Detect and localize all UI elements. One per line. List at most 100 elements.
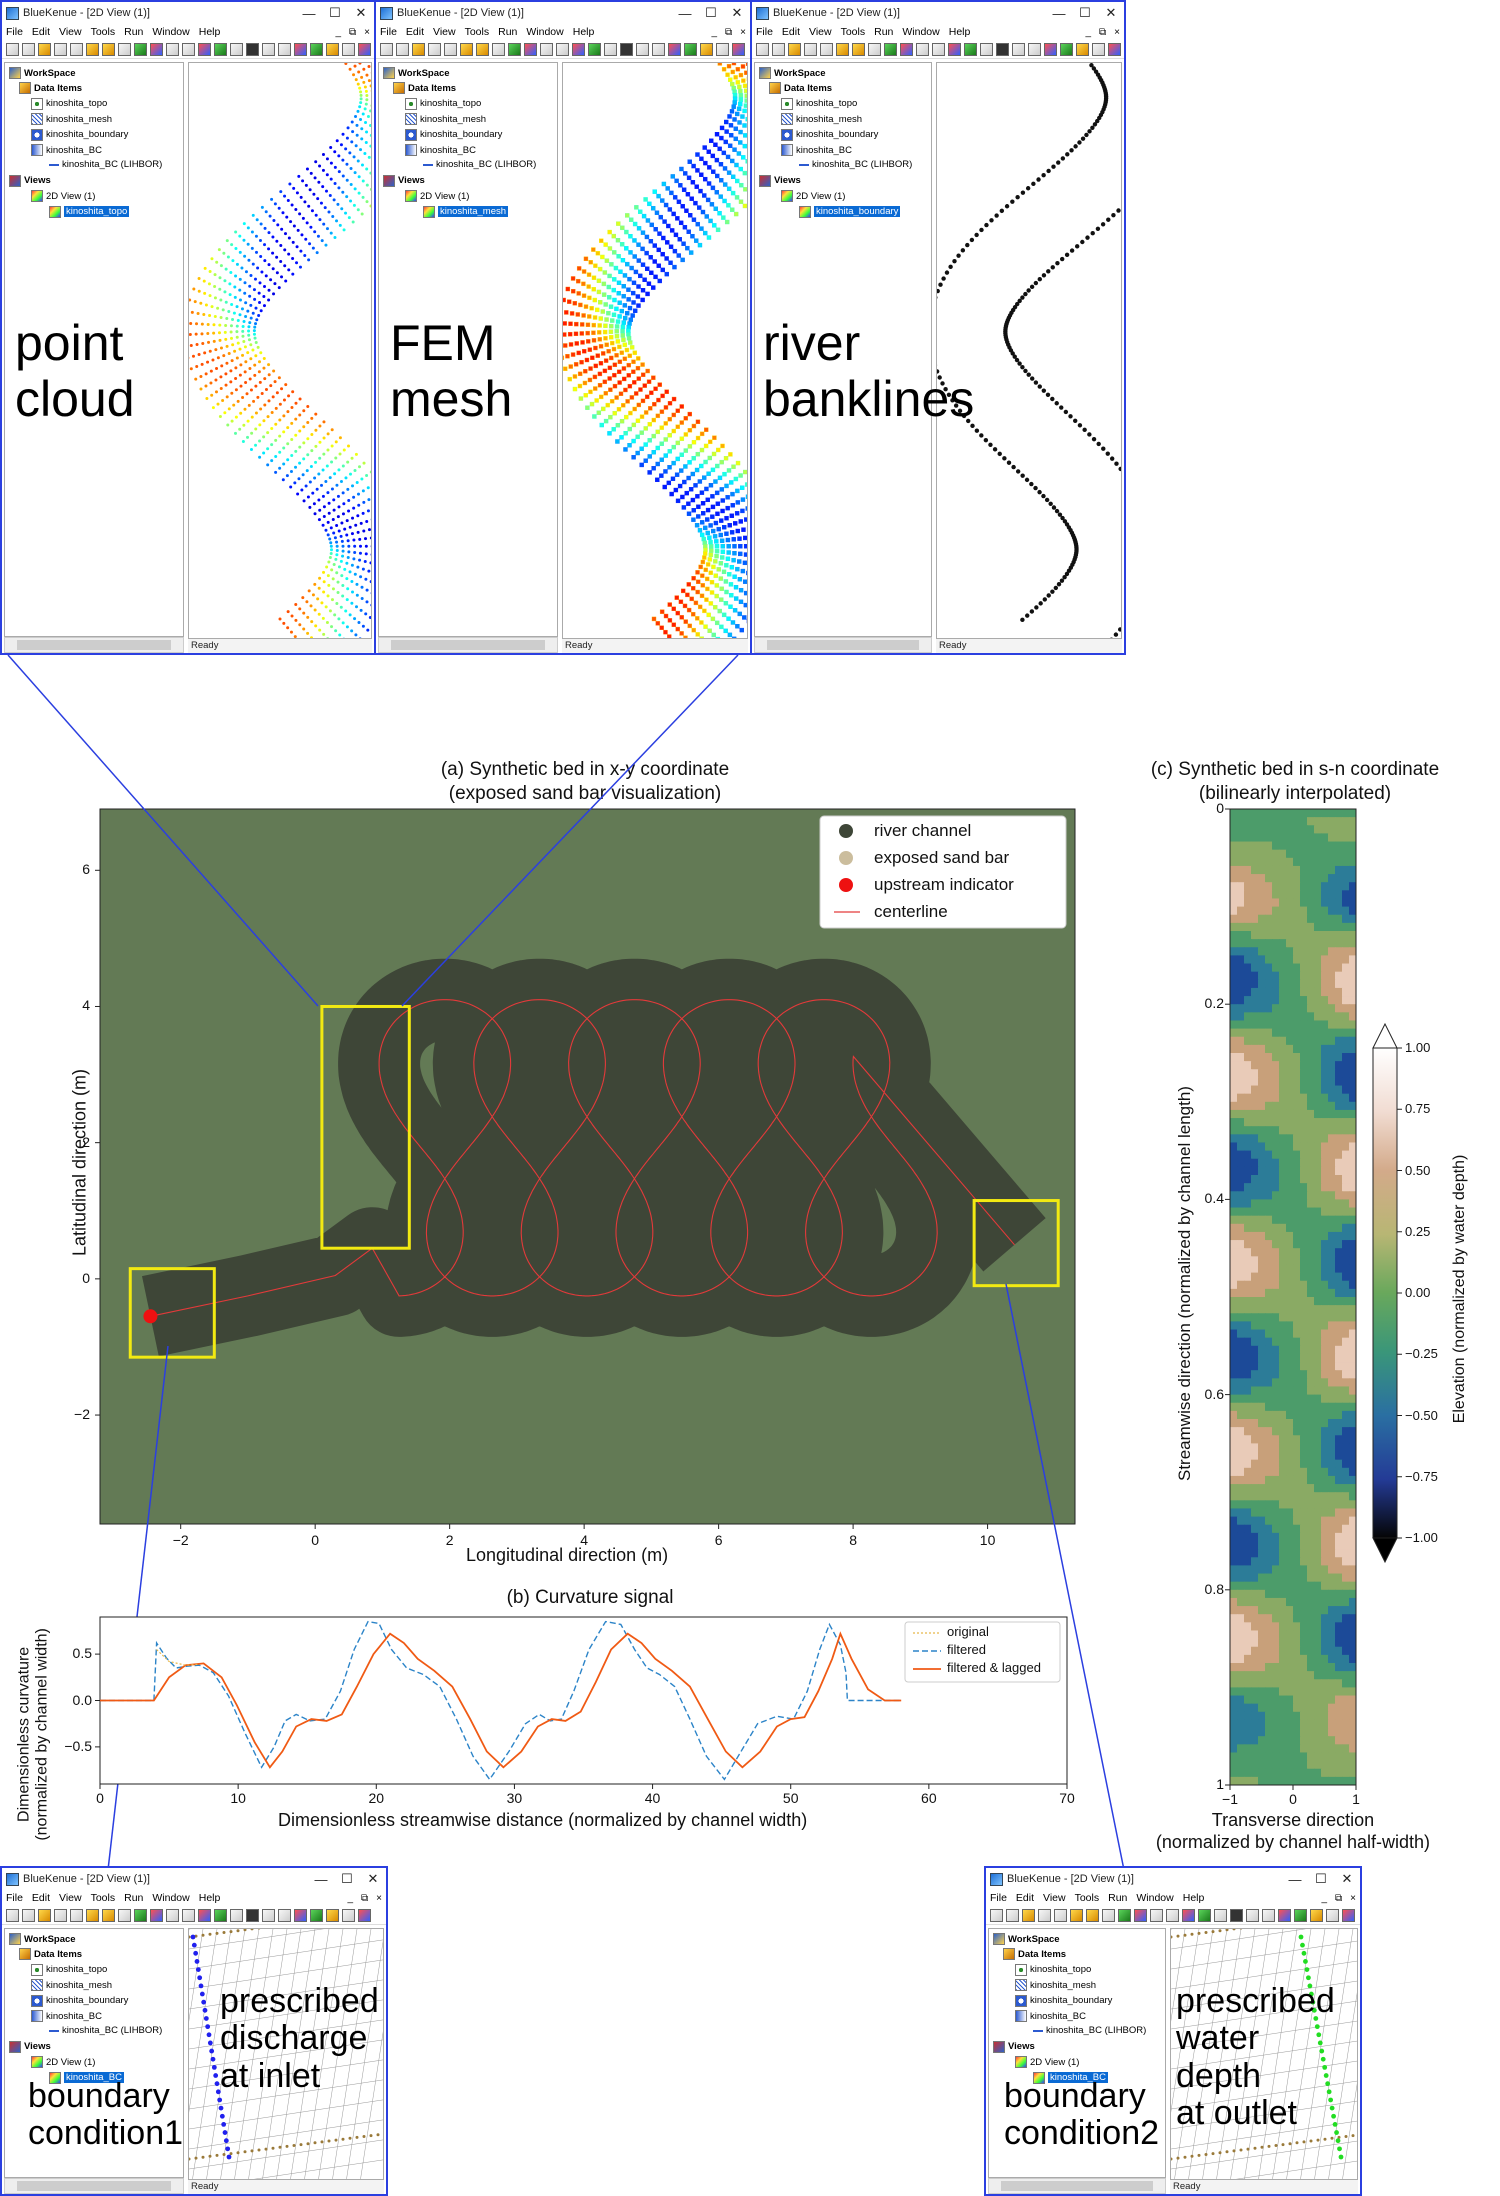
tree-item-bc[interactable]: kinoshita_BC (31, 144, 102, 156)
menu-view[interactable]: View (809, 26, 832, 38)
tree-item-selected-layer[interactable]: kinoshita_boundary (799, 205, 901, 218)
pan-icon[interactable] (1028, 42, 1041, 56)
new-file-icon[interactable] (6, 1908, 19, 1922)
tree-item-topo[interactable]: kinoshita_topo (31, 97, 107, 110)
2d-viewport[interactable] (936, 62, 1122, 639)
layers-icon[interactable] (604, 42, 617, 56)
tree-item-mesh[interactable]: kinoshita_mesh (405, 113, 486, 126)
title-bar[interactable]: BlueKenue - [2D View (1)] — ☐ ✕ (752, 2, 1124, 24)
views-node[interactable]: Views (759, 174, 801, 187)
2d-viewport[interactable] (562, 62, 748, 639)
view-icon[interactable] (716, 42, 729, 56)
data-items-node[interactable]: Data Items (393, 82, 456, 95)
color-icon[interactable] (572, 42, 585, 56)
menu-file[interactable]: File (6, 1892, 23, 1904)
line-icon[interactable] (932, 42, 945, 56)
tree-item-2d-view[interactable]: 2D View (1) (781, 190, 845, 203)
views-node[interactable]: Views (383, 174, 425, 187)
views-node[interactable]: Views (9, 2040, 51, 2053)
scrollbar-thumb[interactable] (391, 640, 545, 650)
render-icon[interactable] (732, 42, 745, 56)
title-bar[interactable]: BlueKenue - [2D View (1)] — ☐ ✕ (376, 2, 750, 24)
menu-run[interactable]: Run (874, 26, 894, 38)
maximize-button[interactable]: ☐ (1079, 5, 1091, 20)
close-button[interactable]: ✕ (1105, 5, 1117, 20)
minimize-button[interactable]: — (302, 5, 316, 21)
mdi-minimize-button[interactable]: _ (347, 1892, 354, 1904)
scrollbar-thumb[interactable] (767, 640, 919, 650)
mesh-icon[interactable] (150, 42, 163, 56)
bluekenue-window-3[interactable]: BlueKenue - [2D View (1)] — ☐ ✕ File Edit View… (750, 0, 1126, 655)
new-file-icon[interactable] (380, 42, 393, 56)
save-icon[interactable] (788, 42, 801, 56)
layers-icon[interactable] (230, 1908, 243, 1922)
tree-scrollbar[interactable] (4, 2178, 184, 2194)
tree-item-mesh[interactable]: kinoshita_mesh (781, 113, 862, 126)
tree-item-bc[interactable]: kinoshita_BC (31, 2010, 102, 2022)
menu-help[interactable]: Help (198, 1892, 221, 1904)
contour-icon[interactable] (214, 1908, 227, 1922)
workspace-node[interactable]: WorkSpace (759, 67, 826, 79)
menu-tools[interactable]: Tools (840, 26, 866, 38)
color-icon[interactable] (948, 42, 961, 56)
open-file-icon[interactable] (22, 1908, 35, 1922)
minimize-button[interactable]: — (314, 1871, 328, 1887)
mdi-restore-button[interactable]: ⧉ (361, 1892, 369, 1904)
minimize-button[interactable]: — (1052, 5, 1066, 21)
tree-item-bc[interactable]: kinoshita_BC (781, 144, 852, 156)
view-icon[interactable] (1092, 42, 1105, 56)
bluekenue-window-1[interactable]: BlueKenue - [2D View (1)] — ☐ ✕ File Edit View… (0, 0, 376, 655)
view-icon[interactable] (342, 42, 355, 56)
line-icon[interactable] (556, 42, 569, 56)
maximize-button[interactable]: ☐ (341, 1871, 353, 1886)
2d-viewport[interactable] (188, 62, 372, 639)
zoom-icon[interactable] (1012, 42, 1025, 56)
ruler-icon[interactable] (460, 42, 473, 56)
fill-icon[interactable] (246, 1908, 259, 1922)
extent-icon[interactable] (700, 42, 713, 56)
extent-icon[interactable] (326, 1908, 339, 1922)
palette-icon[interactable] (1044, 42, 1057, 56)
import-icon[interactable] (70, 1908, 83, 1922)
data-items-node[interactable]: Data Items (19, 82, 82, 95)
menu-help[interactable]: Help (948, 26, 971, 38)
mesh-icon[interactable] (900, 42, 913, 56)
mdi-minimize-button[interactable]: _ (1085, 26, 1092, 38)
maximize-button[interactable]: ☐ (705, 5, 717, 20)
zoom-icon[interactable] (262, 42, 275, 56)
minimize-button[interactable]: — (678, 5, 692, 21)
save-icon[interactable] (412, 42, 425, 56)
pan-icon[interactable] (278, 42, 291, 56)
menu-window[interactable]: Window (526, 26, 564, 38)
close-button[interactable]: ✕ (355, 5, 367, 20)
points-icon[interactable] (508, 42, 521, 56)
menu-run[interactable]: Run (124, 26, 144, 38)
menu-window[interactable]: Window (902, 26, 940, 38)
menu-file[interactable]: File (380, 26, 397, 38)
palette-icon[interactable] (294, 42, 307, 56)
select-icon[interactable] (492, 42, 505, 56)
line-icon[interactable] (182, 42, 195, 56)
bluekenue-window-2[interactable]: BlueKenue - [2D View (1)] — ☐ ✕ File Edit View… (374, 0, 752, 655)
color-icon[interactable] (198, 42, 211, 56)
mdi-minimize-button[interactable]: _ (711, 26, 718, 38)
menu-help[interactable]: Help (572, 26, 595, 38)
import-icon[interactable] (444, 42, 457, 56)
pencil-icon[interactable] (852, 42, 865, 56)
close-button[interactable]: ✕ (367, 1871, 379, 1886)
menu-view[interactable]: View (433, 26, 456, 38)
spline-icon[interactable] (166, 42, 179, 56)
close-button[interactable]: ✕ (731, 5, 743, 20)
mdi-minimize-button[interactable]: _ (335, 26, 342, 38)
open-file-icon[interactable] (22, 42, 35, 56)
print-icon[interactable] (804, 42, 817, 56)
fill-icon[interactable] (246, 42, 259, 56)
menu-edit[interactable]: Edit (31, 1892, 51, 1904)
spline-icon[interactable] (540, 42, 553, 56)
zoom-icon[interactable] (262, 1908, 275, 1922)
menu-edit[interactable]: Edit (405, 26, 425, 38)
palette-icon[interactable] (668, 42, 681, 56)
menu-window[interactable]: Window (152, 26, 190, 38)
grid-icon[interactable] (310, 1908, 323, 1922)
spline-icon[interactable] (166, 1908, 179, 1922)
